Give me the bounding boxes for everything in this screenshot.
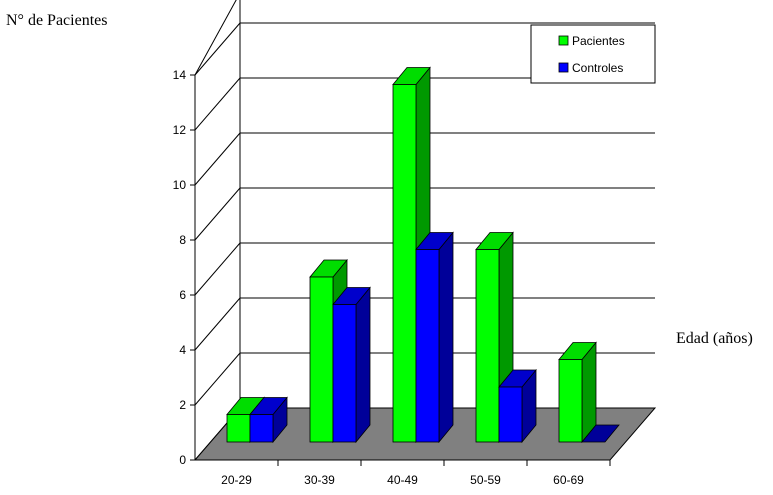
bar-front xyxy=(226,414,251,443)
bar-side xyxy=(355,286,371,444)
y-tick-label: 0 xyxy=(179,453,186,467)
x-axis-label: Edad (años) xyxy=(676,330,753,347)
x-ticks: 20-29 30-39 40-49 50-59 60-69 xyxy=(221,460,611,487)
bar-zero-top xyxy=(581,424,620,443)
bar-controles-60-69 xyxy=(581,424,620,443)
legend-box xyxy=(530,24,656,84)
side-gridline xyxy=(194,242,241,296)
x-tick-label: 20-29 xyxy=(221,473,252,487)
bar-front xyxy=(558,359,583,443)
bar-controles-20-29 xyxy=(249,396,288,444)
bar-controles-40-49 xyxy=(415,231,454,444)
y-tick-label: 8 xyxy=(179,233,186,247)
side-gridline xyxy=(194,187,241,241)
bar-front xyxy=(415,249,440,443)
side-gridline xyxy=(194,77,241,131)
bar-side xyxy=(438,231,454,444)
chart-bars xyxy=(226,66,620,444)
legend-swatch-pacientes xyxy=(558,35,569,46)
x-tick-label: 30-39 xyxy=(304,473,335,487)
bar-front xyxy=(475,249,500,443)
side-gridline xyxy=(194,352,241,406)
bar-controles-30-39 xyxy=(332,286,371,444)
y-tick-label: 12 xyxy=(173,123,187,137)
side-gridline xyxy=(194,22,241,76)
bar-front xyxy=(392,84,417,443)
y-tick-label: 10 xyxy=(173,178,187,192)
side-gridline xyxy=(194,132,241,186)
wall-top-edge xyxy=(194,0,237,76)
legend-label-controles: Controles xyxy=(572,61,623,75)
bar-front xyxy=(309,276,334,443)
y-tick-label: 2 xyxy=(179,398,186,412)
legend-swatch-controles xyxy=(558,62,569,73)
x-tick-label: 40-49 xyxy=(387,473,418,487)
bar-controles-50-59 xyxy=(498,368,537,444)
side-gridline xyxy=(194,297,241,351)
y-axis-label: N° de Pacientes xyxy=(6,12,107,29)
y-tick-label: 4 xyxy=(179,343,186,357)
y-ticks: 0 2 4 6 8 10 12 14 xyxy=(173,68,195,467)
bar-front xyxy=(332,304,357,443)
legend: Pacientes Controles xyxy=(530,24,656,84)
legend-label-pacientes: Pacientes xyxy=(572,34,625,48)
chart-axes xyxy=(194,75,610,461)
y-tick-label: 14 xyxy=(173,68,187,82)
y-tick-label: 6 xyxy=(179,288,186,302)
x-tick-label: 60-69 xyxy=(553,473,584,487)
bar-front xyxy=(498,386,523,443)
bar-pacientes-60-69 xyxy=(558,341,597,444)
x-tick-label: 50-59 xyxy=(470,473,501,487)
bar-front xyxy=(249,414,274,443)
